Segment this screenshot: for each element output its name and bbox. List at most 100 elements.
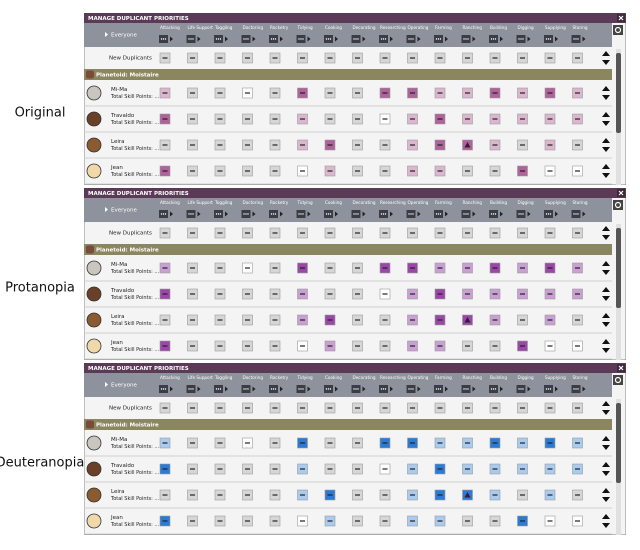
dot [575, 38, 577, 40]
column-header[interactable]: Digging [518, 200, 535, 205]
everyone-label[interactable]: Everyone [111, 33, 137, 39]
column-header[interactable]: Storing [573, 375, 588, 380]
settings-button[interactable] [613, 375, 623, 385]
column-header[interactable]: Toggling [214, 200, 233, 205]
sort-arrows[interactable] [602, 313, 610, 327]
close-icon [618, 190, 624, 196]
sort-arrows[interactable] [602, 86, 610, 100]
column-header[interactable]: Operating [408, 200, 429, 205]
column-header[interactable]: Attacking [160, 375, 180, 380]
skill-points: Total Skill Points: ... [110, 295, 160, 301]
column-arrow [307, 36, 311, 42]
column-arrow [555, 211, 558, 217]
column-header[interactable]: Supplying [545, 25, 566, 30]
priority-cell [573, 541, 583, 550]
column-header[interactable]: Cooking [325, 200, 342, 205]
column-header[interactable]: Supplying [545, 375, 566, 380]
column-header[interactable]: Farming [435, 375, 452, 380]
column-header[interactable]: Attacking [160, 200, 180, 205]
sort-arrows[interactable] [602, 112, 610, 126]
sort-arrows[interactable] [602, 287, 610, 301]
column-header[interactable]: Storing [573, 25, 588, 30]
column-header[interactable]: Doctoring [243, 25, 264, 30]
settings-button[interactable] [613, 200, 623, 210]
duplicant-name: Travaldo [110, 113, 135, 119]
window-title: MANAGE DUPLICANT PRIORITIES [88, 191, 189, 197]
sort-arrows[interactable] [602, 462, 610, 476]
avatar [86, 312, 102, 328]
sort-arrows[interactable] [602, 261, 610, 275]
column-header[interactable]: Life Support [188, 200, 214, 205]
column-header[interactable]: Toggling [214, 375, 233, 380]
column-header[interactable]: Tidying [297, 375, 314, 380]
dot [245, 213, 247, 215]
column-header[interactable]: Building [490, 375, 507, 380]
column-header[interactable]: Storing [573, 200, 588, 205]
duplicant-name: Mi-Ma [111, 437, 127, 443]
dot [520, 38, 522, 40]
column-header[interactable]: Life Support [188, 375, 214, 380]
dot [215, 388, 218, 390]
column-header[interactable]: Tidying [297, 200, 314, 205]
settings-icon [614, 26, 622, 34]
column-header[interactable]: Building [490, 25, 507, 30]
column-header[interactable]: Rocketry [270, 25, 289, 30]
dot [355, 38, 357, 40]
column-header[interactable]: Tidying [297, 25, 314, 30]
column-header[interactable]: Researching [380, 25, 406, 30]
column-header[interactable]: Digging [518, 25, 535, 30]
column-header[interactable]: Doctoring [243, 375, 264, 380]
column-header[interactable]: Cooking [325, 375, 342, 380]
column-header[interactable]: Ranching [463, 25, 483, 30]
everyone-label[interactable]: Everyone [111, 383, 137, 389]
column-header[interactable]: Researching [380, 200, 406, 205]
dot [384, 213, 387, 215]
priority-cell [215, 541, 225, 550]
sort-arrows[interactable] [602, 138, 610, 152]
column-header[interactable]: Cooking [325, 25, 342, 30]
column-header[interactable]: Toggling [214, 25, 233, 30]
scroll-thumb[interactable] [616, 228, 621, 308]
everyone-label[interactable]: Everyone [111, 208, 137, 214]
sort-arrows[interactable] [602, 51, 610, 65]
sort-arrows[interactable] [602, 436, 610, 450]
sort-arrows[interactable] [602, 488, 610, 502]
dot [573, 213, 575, 215]
priority-cell [408, 541, 418, 550]
sort-arrows[interactable] [602, 226, 610, 240]
column-arrow [170, 36, 173, 42]
sort-arrows[interactable] [602, 164, 610, 178]
scroll-thumb[interactable] [616, 53, 621, 133]
column-header[interactable]: Rocketry [270, 375, 289, 380]
scroll-thumb[interactable] [616, 403, 621, 483]
column-header[interactable]: Rocketry [270, 200, 289, 205]
priority-cell [325, 541, 335, 550]
column-header[interactable]: Farming [435, 25, 452, 30]
column-arrow [390, 386, 393, 392]
column-header[interactable]: Life Support [188, 25, 214, 30]
sort-arrows[interactable] [602, 514, 610, 528]
column-header[interactable]: Supplying [545, 200, 566, 205]
column-header[interactable]: Decorating [353, 375, 376, 380]
settings-button[interactable] [613, 25, 623, 35]
column-header[interactable]: Researching [380, 375, 406, 380]
column-header[interactable]: Decorating [353, 200, 376, 205]
column-header[interactable]: Ranching [463, 200, 483, 205]
column-header[interactable]: Ranching [463, 375, 483, 380]
column-header[interactable]: Doctoring [243, 200, 264, 205]
dot [408, 213, 410, 215]
column-header[interactable]: Attacking [160, 25, 180, 30]
sort-arrows[interactable] [602, 401, 610, 415]
sort-arrows[interactable] [602, 339, 610, 353]
dot [357, 38, 359, 40]
window-title: MANAGE DUPLICANT PRIORITIES [88, 16, 189, 22]
column-header[interactable]: Decorating [353, 25, 376, 30]
column-header[interactable]: Farming [435, 200, 452, 205]
column-arrow [252, 211, 256, 217]
close-icon [618, 15, 624, 21]
column-header[interactable]: Operating [408, 375, 429, 380]
column-header[interactable]: Digging [518, 375, 535, 380]
column-header[interactable]: Building [490, 200, 507, 205]
dot [549, 38, 552, 40]
column-header[interactable]: Operating [408, 25, 429, 30]
